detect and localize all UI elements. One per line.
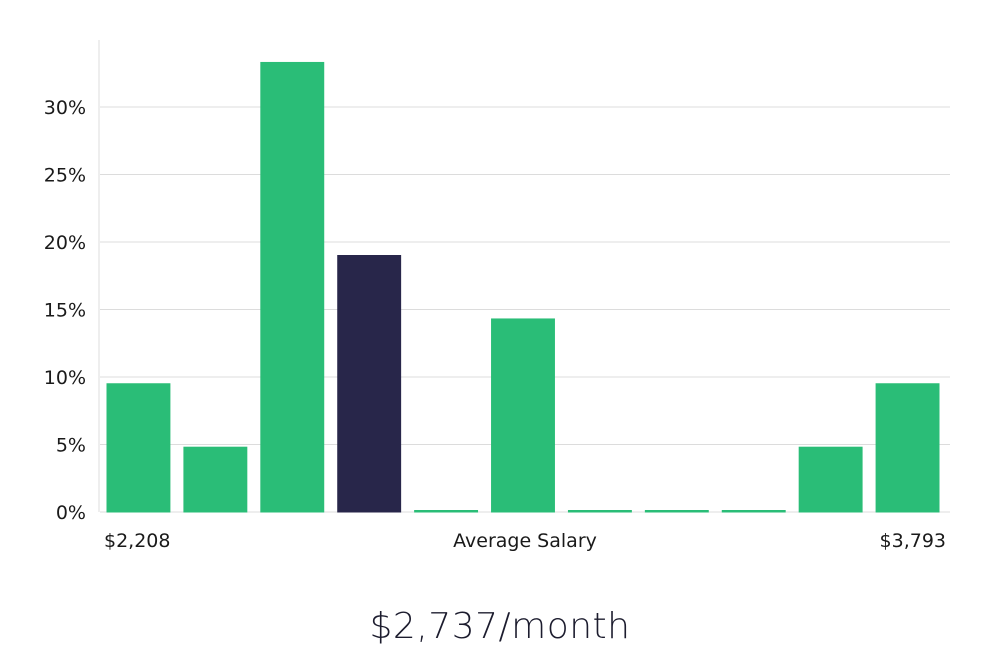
histogram-bar <box>183 446 248 513</box>
x-min-label: $2,208 <box>104 530 170 552</box>
histogram-bar <box>875 383 940 513</box>
y-tick-label: 25% <box>44 165 86 187</box>
y-tick-label: 10% <box>44 367 86 389</box>
histogram-bar <box>798 446 863 513</box>
x-max-label: $3,793 <box>880 530 946 552</box>
salary-histogram: 0% 5% 10% 15% 20% 25% 30% $2,208 Average Salar… <box>44 40 950 552</box>
histogram-bar-highlight <box>337 255 402 513</box>
x-axis-label: Average Salary <box>453 530 597 552</box>
y-tick-label: 5% <box>56 435 86 457</box>
average-salary-value: $2,737/month <box>369 606 631 647</box>
y-tick-label: 20% <box>44 232 86 254</box>
histogram-bar <box>414 510 479 513</box>
y-tick-label: 15% <box>44 300 86 322</box>
histogram-bar <box>106 383 171 513</box>
histogram-bar <box>644 510 709 513</box>
y-tick-labels: 0% 5% 10% 15% 20% 25% 30% <box>44 97 86 524</box>
histogram-bar <box>721 510 786 513</box>
bars <box>106 61 940 513</box>
histogram-bar <box>491 318 555 513</box>
histogram-bar <box>567 510 632 513</box>
y-tick-label: 0% <box>56 502 86 524</box>
y-tick-label: 30% <box>44 97 86 119</box>
histogram-bar <box>260 61 325 513</box>
